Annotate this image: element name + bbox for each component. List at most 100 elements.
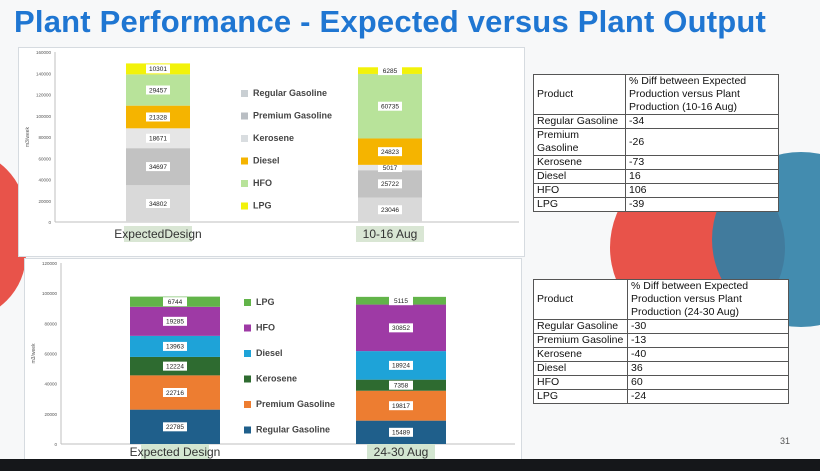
data-label: 13963: [166, 344, 184, 351]
category-label-box: [367, 444, 435, 460]
data-label: 18671: [149, 136, 167, 143]
table-header-diff: % Diff between Expected Production versu…: [625, 74, 779, 115]
diff-value-cell: -40: [627, 347, 789, 362]
slide-title: Plant Performance - Expected versus Plan…: [14, 4, 767, 39]
product-cell: Regular Gasoline: [533, 319, 628, 334]
y-tick-label: 80000: [44, 321, 57, 326]
legend-label: HFO: [253, 178, 272, 188]
table-row: LPG -24: [533, 389, 789, 404]
data-label-box: [389, 380, 413, 390]
legend-swatch: [244, 401, 251, 408]
legend-swatch: [241, 180, 248, 187]
product-cell: Premium Gasoline: [533, 128, 626, 156]
category-label: 10-16 Aug: [363, 227, 418, 241]
table-row: HFO 106: [533, 183, 779, 198]
category-label-box: [141, 444, 209, 460]
data-label: 19817: [392, 403, 410, 410]
table-row: Kerosene -40: [533, 347, 789, 362]
data-label: 10301: [149, 66, 167, 73]
table-row: Regular Gasoline -30: [533, 319, 789, 334]
legend-label: Kerosene: [253, 133, 294, 143]
diff-value-cell: 16: [625, 169, 779, 184]
diff-value-cell: 36: [627, 361, 789, 376]
y-tick-label: 40000: [38, 178, 51, 183]
data-label: 5017: [383, 165, 398, 172]
product-cell: Diesel: [533, 169, 626, 184]
data-label: 6744: [168, 299, 183, 306]
table-header-product: Product: [533, 74, 626, 115]
data-label: 22785: [166, 424, 184, 431]
data-label: 15489: [392, 430, 410, 437]
table-header-product: Product: [533, 279, 628, 320]
legend-label: Diesel: [256, 348, 283, 358]
data-label: 21328: [149, 114, 167, 121]
legend-label: Premium Gasoline: [256, 399, 335, 409]
data-label: 23046: [381, 207, 399, 214]
table-header-diff: % Diff between Expected Production versu…: [627, 279, 789, 320]
diff-table-10-16-aug: Product % Diff between Expected Producti…: [533, 74, 779, 212]
y-axis-label: m3/week: [31, 343, 37, 364]
data-label-box: [378, 205, 402, 215]
legend-label: Regular Gasoline: [253, 88, 327, 98]
product-cell: Kerosene: [533, 155, 626, 170]
y-tick-label: 0: [48, 220, 51, 225]
legend-swatch: [244, 375, 251, 383]
y-tick-label: 60000: [38, 156, 51, 161]
data-label: 6285: [383, 68, 398, 75]
legend-label: HFO: [256, 323, 275, 333]
legend-label: Regular Gasoline: [256, 425, 330, 435]
data-label-box: [378, 147, 402, 157]
diff-value-cell: -13: [627, 333, 789, 348]
page-number: 31: [779, 436, 790, 446]
table-row: Kerosene -73: [533, 155, 779, 170]
chart-bottom: 0 20000 40000 60000 80000 100000 120000 m3/week…: [31, 261, 515, 460]
data-label: 19285: [166, 319, 184, 326]
data-label-box: [163, 422, 187, 432]
table-row: Premium Gasoline -26: [533, 128, 779, 156]
data-label: 22716: [166, 390, 184, 397]
data-label: 12224: [166, 363, 184, 370]
product-cell: LPG: [533, 389, 628, 404]
y-tick-label: 20000: [38, 199, 51, 204]
data-label: 34802: [149, 201, 167, 208]
y-tick-label: 100000: [36, 114, 52, 119]
y-tick-label: 20000: [44, 412, 57, 417]
data-label-box: [146, 199, 170, 209]
legend-swatch: [241, 112, 248, 120]
data-label-box: [146, 162, 170, 172]
legend-label: Diesel: [253, 156, 280, 166]
product-cell: HFO: [533, 183, 626, 198]
category-label: ExpectedDesign: [114, 227, 201, 241]
y-tick-label: 160000: [36, 50, 52, 55]
data-label-box: [163, 361, 187, 371]
legend-swatch: [241, 90, 248, 97]
category-label-box: [356, 226, 424, 242]
data-label-box: [146, 133, 170, 143]
data-label: 30852: [392, 325, 410, 332]
legend-label: Kerosene: [256, 374, 297, 384]
diff-value-cell: -73: [625, 155, 779, 170]
product-cell: Premium Gasoline: [533, 333, 628, 348]
chart-panel-top: 0 20000 40000 60000 80000 100000 120000 140000 1…: [18, 47, 525, 257]
y-tick-label: 120000: [36, 93, 52, 98]
data-label-box: [146, 64, 170, 74]
data-label-box: [389, 401, 413, 411]
legend-label: LPG: [256, 297, 275, 307]
y-tick-label: 100000: [42, 291, 58, 296]
legend-swatch: [244, 299, 251, 306]
table-row: Premium Gasoline -13: [533, 333, 789, 348]
data-label-box: [378, 163, 402, 173]
data-label-box: [163, 341, 187, 351]
diff-table-24-30-aug: Product % Diff between Expected Producti…: [533, 279, 789, 404]
y-tick-label: 80000: [38, 135, 51, 140]
table-row: LPG -39: [533, 197, 779, 212]
product-cell: HFO: [533, 375, 628, 390]
data-label-box: [389, 323, 413, 333]
legend-swatch: [244, 426, 251, 434]
legend-swatch: [244, 350, 251, 357]
y-tick-label: 120000: [42, 261, 58, 266]
y-tick-label: 40000: [44, 382, 57, 387]
legend-swatch: [241, 157, 248, 165]
legend-label: LPG: [253, 201, 272, 211]
data-label-box: [146, 85, 170, 95]
